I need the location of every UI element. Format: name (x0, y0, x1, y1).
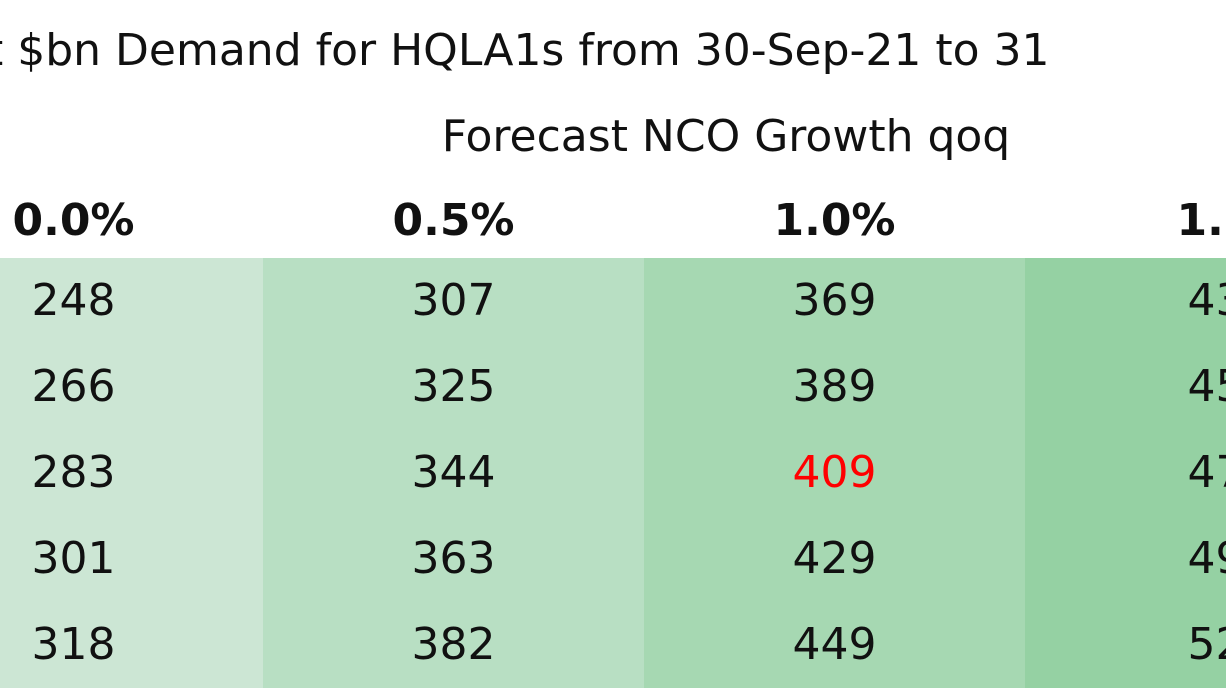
table-cell: 248 (0, 258, 264, 344)
column-group-label: Forecast NCO Growth qoq (441, 111, 1011, 162)
table-cell: 382 (263, 602, 644, 688)
table-cell: 389 (644, 344, 1025, 430)
table-cell: 283 (0, 430, 264, 516)
table-cell: 52 (1025, 602, 1226, 688)
table-cell: 266 (0, 344, 264, 430)
table-cell: 318 (0, 602, 264, 688)
table-cell: 307 (263, 258, 644, 344)
table-cell: 363 (263, 516, 644, 602)
chart-title: t $bn Demand for HQLA1s from 30-Sep-21 t… (0, 25, 1050, 76)
table-cell: 49 (1025, 516, 1226, 602)
table-cell: 429 (644, 516, 1025, 602)
table-cell: 47 (1025, 430, 1226, 516)
table-cell: 45 (1025, 344, 1226, 430)
table-cell: 409 (644, 430, 1025, 516)
table-cell: 43 (1025, 258, 1226, 344)
column-header: 1.0% (773, 195, 896, 246)
table-cell: 344 (263, 430, 644, 516)
column-header: 1.5 (1176, 195, 1226, 246)
column-header: 0.0% (12, 195, 135, 246)
column-headers: 0.0% 0.5% 1.0% 1.5 (0, 184, 1226, 258)
table-body: 2483073694326632538945283344409473013634… (0, 258, 1226, 690)
column-header: 0.5% (392, 195, 515, 246)
table-cell: 449 (644, 602, 1025, 688)
table-cell: 369 (644, 258, 1025, 344)
table-cell: 325 (263, 344, 644, 430)
table-cell: 301 (0, 516, 264, 602)
